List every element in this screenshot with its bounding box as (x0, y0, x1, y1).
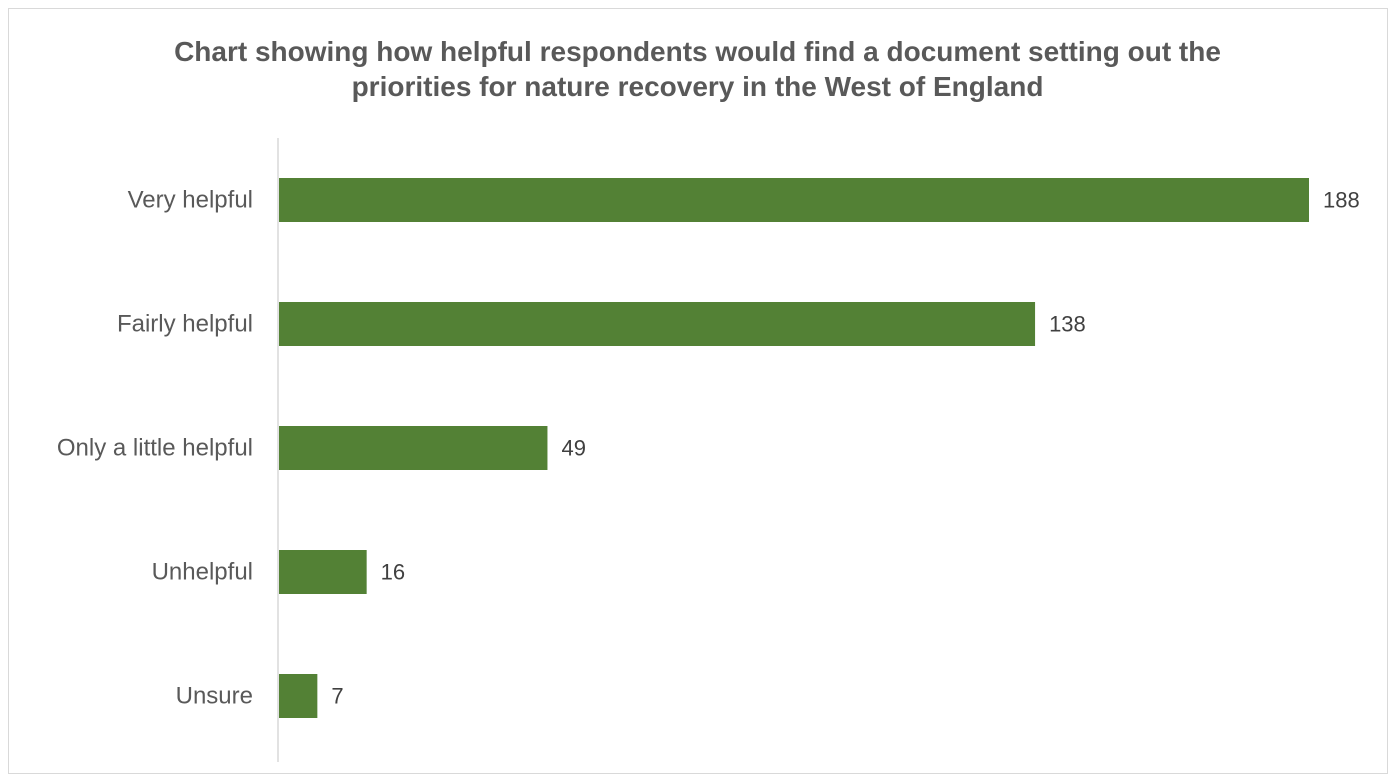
category-label-4: Unsure (176, 683, 253, 710)
data-label-0: 188 (1323, 188, 1360, 213)
data-label-1: 138 (1049, 312, 1086, 337)
bar-4 (279, 674, 318, 718)
bar-1 (279, 302, 1036, 346)
data-label-3: 16 (381, 560, 405, 585)
chart-frame (8, 8, 1388, 774)
data-label-4: 7 (331, 684, 343, 709)
bars-layer (279, 178, 1309, 718)
bar-3 (279, 550, 367, 594)
chart-title-line-2: priorities for nature recovery in the We… (351, 71, 1044, 102)
category-label-0: Very helpful (128, 187, 253, 214)
bar-2 (279, 426, 548, 470)
category-label-1: Fairly helpful (117, 311, 253, 338)
labels-layer: Very helpful 188 Fairly helpful 138 Only a l… (57, 187, 1360, 710)
category-label-2: Only a little helpful (57, 435, 253, 462)
bar-0 (279, 178, 1309, 222)
category-label-3: Unhelpful (152, 559, 253, 586)
chart-title: Chart showing how helpful respondents wo… (0, 34, 1395, 104)
data-label-2: 49 (561, 436, 585, 461)
chart-title-line-1: Chart showing how helpful respondents wo… (174, 36, 1221, 67)
